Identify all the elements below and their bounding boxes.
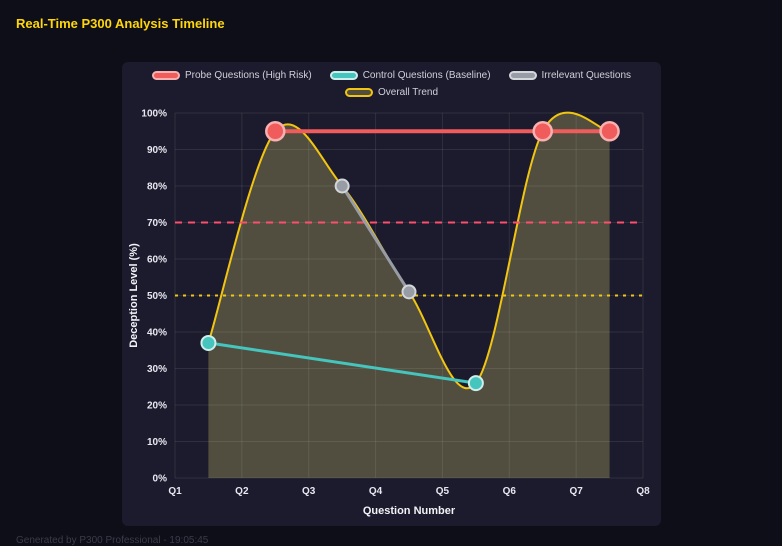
series-line (340, 184, 411, 294)
x-tick-label: Q2 (235, 486, 249, 497)
data-point[interactable] (599, 121, 620, 142)
data-point[interactable] (467, 375, 484, 392)
chart-legend: Probe Questions (High Risk) Control Quest… (122, 70, 661, 98)
chart-panel: Probe Questions (High Risk) Control Quest… (122, 62, 661, 526)
series-line (206, 341, 478, 385)
legend-item[interactable]: Probe Questions (High Risk) (151, 70, 312, 81)
x-tick-label: Q1 (168, 486, 182, 497)
x-tick-label: Q8 (636, 486, 650, 497)
data-point[interactable] (532, 121, 553, 142)
data-point[interactable] (401, 284, 417, 300)
legend-swatch (508, 71, 537, 80)
data-point[interactable] (334, 178, 350, 194)
y-tick-label: 30% (147, 364, 167, 375)
x-tick-label: Q5 (436, 486, 450, 497)
legend-item[interactable]: Irrelevant Questions (508, 70, 632, 81)
y-tick-label: 90% (147, 145, 167, 156)
legend-swatch (344, 88, 373, 97)
legend-label: Probe Questions (High Risk) (184, 70, 312, 81)
page-title: Real-Time P300 Analysis Timeline (16, 16, 225, 31)
legend-label: Irrelevant Questions (541, 70, 632, 81)
y-tick-label: 20% (147, 401, 167, 412)
legend-label: Overall Trend (377, 87, 439, 98)
y-axis-title: Deception Level (%) (128, 243, 140, 348)
chart-svg: 0% 10% 20% 30% 40% 50% 60% 70% 80% 90% 100% Q1 Q2 Q3 Q… (128, 109, 650, 518)
legend-label: Control Questions (Baseline) (362, 70, 491, 81)
legend-swatch (151, 71, 180, 80)
x-tick-label: Q7 (569, 486, 583, 497)
y-tick-label: 60% (147, 255, 167, 266)
data-point[interactable] (265, 121, 286, 142)
x-axis-title: Question Number (363, 505, 456, 517)
x-tick-label: Q6 (503, 486, 517, 497)
legend-swatch (329, 71, 358, 80)
y-tick-label: 100% (141, 109, 167, 120)
x-tick-label: Q3 (302, 486, 316, 497)
y-tick-label: 80% (147, 182, 167, 193)
y-tick-label: 50% (147, 291, 167, 302)
legend-item[interactable]: Control Questions (Baseline) (329, 70, 491, 81)
legend-item[interactable]: Overall Trend (344, 87, 439, 98)
footer-note: Generated by P300 Professional - 19:05:4… (16, 535, 209, 546)
y-tick-label: 40% (147, 328, 167, 339)
data-point[interactable] (200, 334, 217, 351)
y-tick-label: 10% (147, 437, 167, 448)
x-tick-label: Q4 (369, 486, 383, 497)
y-tick-label: 0% (153, 474, 168, 485)
y-tick-label: 70% (147, 218, 167, 229)
